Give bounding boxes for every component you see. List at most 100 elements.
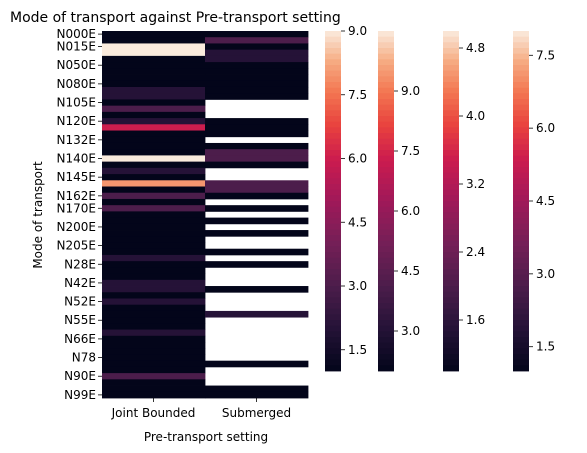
y-tick-label: N145E <box>57 170 96 184</box>
colorbar-segment <box>513 116 529 123</box>
heatmap-cell <box>102 124 206 131</box>
colorbar-segment <box>325 218 341 225</box>
y-tick-label: N205E <box>57 239 96 253</box>
heatmap-cell <box>205 118 309 125</box>
colorbar-segment <box>513 150 529 157</box>
colorbar-segment <box>378 303 394 310</box>
heatmap-cell <box>205 310 309 318</box>
colorbar-segment <box>378 235 394 242</box>
colorbar-segment <box>443 155 459 162</box>
colorbar-segment <box>443 223 459 230</box>
heatmap-cell <box>102 74 206 82</box>
colorbar-segment <box>325 167 341 174</box>
heatmap-cell <box>102 192 206 200</box>
colorbar-segment <box>378 99 394 106</box>
colorbar-segment <box>325 121 341 128</box>
x-tick-label: Submerged <box>222 406 291 420</box>
colorbar-segment <box>443 303 459 310</box>
heatmap-cell <box>102 360 206 368</box>
colorbar-segment <box>513 314 529 321</box>
colorbar-tick-label: 9.0 <box>401 84 420 98</box>
colorbar-segment <box>325 87 341 94</box>
colorbar-segment <box>378 167 394 174</box>
heatmap-cell <box>205 205 309 212</box>
colorbar-segment <box>443 291 459 298</box>
colorbar-segment <box>443 365 459 372</box>
colorbar-segment <box>325 303 341 310</box>
colorbar-segment <box>513 31 529 38</box>
heatmap-cell <box>205 37 309 44</box>
heatmap-cell <box>205 68 309 75</box>
colorbar-segment <box>325 110 341 117</box>
colorbar-segment <box>378 218 394 225</box>
colorbar-segment <box>325 116 341 123</box>
colorbar-segment <box>378 291 394 298</box>
colorbar-segment <box>378 161 394 168</box>
colorbar-segment <box>325 65 341 72</box>
colorbar-segment <box>443 127 459 134</box>
heatmap-cell <box>205 124 309 131</box>
colorbar-segment <box>378 331 394 338</box>
colorbar-tick-label: 7.5 <box>536 48 555 62</box>
colorbar-segment <box>513 252 529 259</box>
colorbar-segment <box>378 223 394 230</box>
heatmap-cell <box>102 155 206 163</box>
heatmap-cell <box>205 43 309 51</box>
colorbar-segment <box>513 331 529 338</box>
heatmap-cell <box>102 105 206 113</box>
heatmap-cell <box>205 161 309 169</box>
colorbar-segment <box>325 212 341 219</box>
heatmap-cell <box>102 111 206 119</box>
heatmap-cell <box>102 217 206 225</box>
colorbar-segment <box>325 240 341 247</box>
colorbar-segment <box>378 121 394 128</box>
heatmap-cell <box>102 223 206 231</box>
heatmap-cell <box>102 62 206 69</box>
colorbar-segment <box>378 133 394 140</box>
colorbar-tick-label: 9.0 <box>348 24 367 38</box>
colorbar-segment <box>443 354 459 361</box>
colorbar-tick-label: 3.0 <box>348 279 367 293</box>
heatmap-cell <box>102 254 206 262</box>
colorbar-segment <box>325 155 341 162</box>
colorbar-segment <box>325 189 341 196</box>
heatmap-cell <box>205 261 309 268</box>
colorbar-segment <box>378 178 394 185</box>
x-tick-label: Joint Bounded <box>111 406 196 420</box>
colorbar-segment <box>378 110 394 117</box>
colorbar-segment <box>378 337 394 344</box>
colorbar-segment <box>443 70 459 77</box>
colorbar-segment <box>378 325 394 332</box>
colorbar-4: 1.5 3.0 4.5 6.0 7.5 <box>513 31 555 372</box>
colorbar-segment <box>378 354 394 361</box>
colorbar-tick-label: 6.0 <box>536 121 555 135</box>
heatmap-cell <box>102 310 206 318</box>
colorbar-segment <box>513 76 529 83</box>
heatmap-cell <box>102 161 206 169</box>
y-tick-label: N162E <box>57 189 96 203</box>
colorbar-segment <box>325 263 341 270</box>
colorbar-segment <box>325 280 341 287</box>
colorbar-segment <box>325 150 341 157</box>
colorbar-segment <box>378 184 394 191</box>
colorbar-segment <box>378 65 394 72</box>
colorbar-tick-label: 6.0 <box>348 152 367 166</box>
colorbar-segment <box>325 201 341 208</box>
colorbar-segment <box>378 82 394 89</box>
colorbar-segment <box>513 257 529 264</box>
colorbar-segment <box>513 65 529 72</box>
colorbar-segment <box>325 195 341 202</box>
colorbar-tick-label: 6.0 <box>401 204 420 218</box>
colorbar-segment <box>443 297 459 304</box>
colorbar-segment <box>325 206 341 213</box>
colorbar-segment <box>325 229 341 236</box>
colorbar-segment <box>443 65 459 72</box>
colorbar-segment <box>443 31 459 38</box>
colorbar-segment <box>325 48 341 55</box>
colorbar-segment <box>378 348 394 355</box>
colorbar-segment <box>325 342 341 349</box>
heatmap-cell <box>205 217 309 225</box>
colorbar-segment <box>378 138 394 145</box>
colorbars: 1.5 3.0 4.5 6.0 7.5 9.0 3.0 4.5 6.0 7.5 9.0 1.6 2.4 3… <box>325 24 555 372</box>
